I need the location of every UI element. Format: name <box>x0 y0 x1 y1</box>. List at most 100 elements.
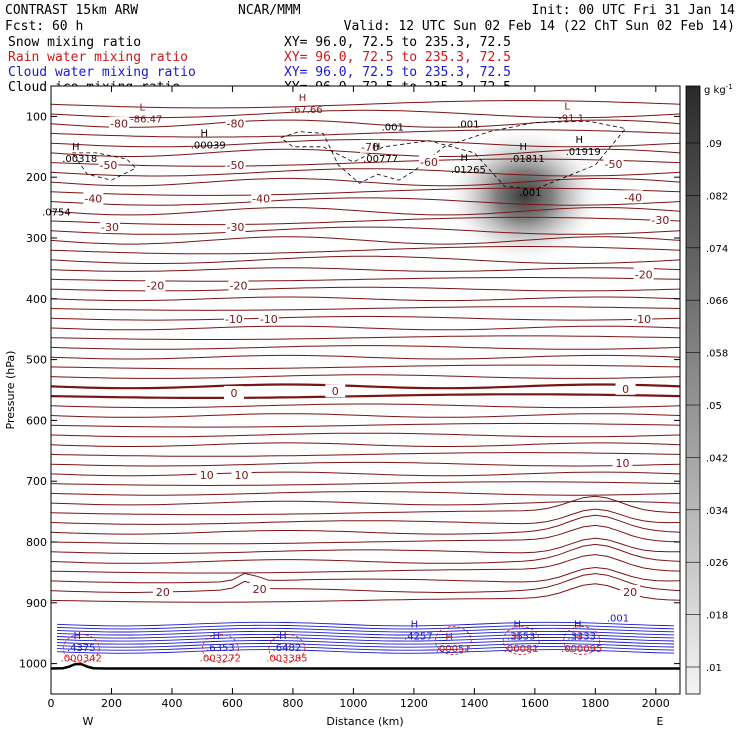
extremum-value: .00318 <box>62 154 97 165</box>
colorbar-label: .042 <box>706 453 728 464</box>
colorbar-ramp <box>685 85 701 695</box>
contour-label-bg <box>152 584 173 598</box>
temperature-contour-label: -30 <box>651 214 669 227</box>
y-tick-label: 1000 <box>19 658 47 671</box>
extremum-type: H <box>213 631 221 642</box>
extremum-type: H <box>299 93 307 104</box>
temperature-contour <box>51 566 680 584</box>
x-tick-label: 1800 <box>581 697 609 710</box>
contour-label-bg <box>612 455 633 469</box>
extremum-type: H <box>72 142 80 153</box>
temperature-contour <box>51 255 680 264</box>
temperature-contour-label: -50 <box>604 158 622 171</box>
field-name: Cloud water mixing ratio <box>8 65 196 80</box>
extremum-value: .00039 <box>191 141 226 152</box>
temperature-contour <box>51 500 680 506</box>
temperature-contour <box>51 109 680 119</box>
header: CONTRAST 15km ARW Fcst: 60 h NCAR/MMM In… <box>5 3 735 95</box>
y-tick-label: 100 <box>26 110 47 123</box>
temperature-contour <box>51 383 680 390</box>
terrain-line <box>51 662 680 670</box>
extremum-value: .001 <box>607 614 629 625</box>
temperature-contour <box>51 148 680 157</box>
temperature-contour <box>51 413 680 418</box>
temperature-contour-label: 20 <box>623 586 637 599</box>
y-tick-label: 400 <box>26 293 47 306</box>
temperature-contours <box>51 100 680 603</box>
colorbar-labels: .09 .082 .074 .066 .058 .05 .042 .034 .026 .018 .0… <box>686 139 728 674</box>
colorbar-label: .026 <box>706 558 728 569</box>
center-name: NCAR/MMM <box>238 3 301 18</box>
east-label: E <box>657 715 664 728</box>
extremum-value: .00081 <box>504 644 539 655</box>
x-tick-label: 2000 <box>642 697 670 710</box>
extremum-type: H <box>575 135 583 146</box>
cloud-water-contour <box>56 646 675 651</box>
contour-label-bg <box>225 220 246 234</box>
model-title: CONTRAST 15km ARW <box>5 3 138 18</box>
x-tick-label: 800 <box>282 697 303 710</box>
colorbar-label: .01 <box>706 663 722 674</box>
contour-label-bg <box>225 158 246 172</box>
temperature-contour <box>51 177 680 187</box>
contour-label-bg <box>325 384 346 398</box>
temperature-contour <box>51 432 680 438</box>
contour-label-bg <box>223 386 244 400</box>
extremum-value: .01265 <box>451 165 486 176</box>
contour-label-bg <box>650 212 671 226</box>
extremum-value: .01811 <box>510 154 545 165</box>
temperature-contour <box>51 490 680 496</box>
temperature-contour <box>51 246 680 255</box>
colorbar-label: .074 <box>706 244 728 255</box>
temperature-contour-label: 10 <box>616 457 630 470</box>
temperature-contour <box>51 226 680 235</box>
temperature-contour-label: 0 <box>622 383 629 396</box>
cloud-water-contour <box>56 630 675 636</box>
temperature-contour <box>51 481 680 487</box>
field-xy: XY= 96.0, 72.5 to 235.3, 72.5 <box>284 50 511 65</box>
temperature-contour-labels: -80 -80 -70 -60 -50 -50 -50 -40 -40 -40 -30 -30 -30 -… <box>83 116 671 599</box>
extremum-type: H <box>520 142 528 153</box>
init-time: Init: 00 UTC Fri 31 Jan 14 <box>532 3 736 18</box>
temperature-contour-label: -70 <box>361 141 379 154</box>
extremum-value: .00777 <box>363 154 398 165</box>
contour-label-bg <box>258 311 279 325</box>
temperature-contour-label: -60 <box>420 156 438 169</box>
snow-max-shading <box>444 125 605 266</box>
temperature-contour <box>51 461 680 467</box>
temperature-contour-label: -10 <box>225 313 243 326</box>
temperature-contour <box>51 267 680 272</box>
extremum-value: -67.66 <box>290 105 322 116</box>
west-label: W <box>83 715 94 728</box>
cloud-water-contour <box>56 624 675 630</box>
extremum-type: L <box>564 101 570 112</box>
y-tick-label: 200 <box>26 171 47 184</box>
extremum-type: H <box>411 619 419 630</box>
rain-contours <box>62 626 601 663</box>
rain-contour <box>268 634 306 663</box>
contour-label-bg <box>231 468 252 482</box>
temperature-contour <box>51 138 680 148</box>
extremum-value: .001 <box>457 119 479 130</box>
contour-label-bg <box>603 156 624 170</box>
rain-contour <box>201 634 239 663</box>
contour-label-bg <box>633 267 654 281</box>
field-name: Snow mixing ratio <box>8 35 141 50</box>
temperature-contour-label: -50 <box>226 159 244 172</box>
temperature-contour <box>51 296 680 302</box>
temperature-contour <box>51 583 680 603</box>
extremum-value: .6482 <box>273 643 302 654</box>
extremum-value: .4257 <box>404 631 433 642</box>
temperature-contour <box>51 168 680 177</box>
temperature-contour-label: 10 <box>200 469 214 482</box>
valid-time: Valid: 12 UTC Sun 02 Feb 14 (22 ChT Sun … <box>344 19 735 34</box>
temperature-contour-label: -20 <box>146 279 164 292</box>
temperature-contour <box>51 537 680 554</box>
extremum-value: .3553 <box>507 631 536 642</box>
extremum-type: H <box>200 129 208 140</box>
temperature-contour <box>51 119 680 128</box>
rain-contour <box>563 626 601 655</box>
extremum-value: .001 <box>519 188 541 199</box>
